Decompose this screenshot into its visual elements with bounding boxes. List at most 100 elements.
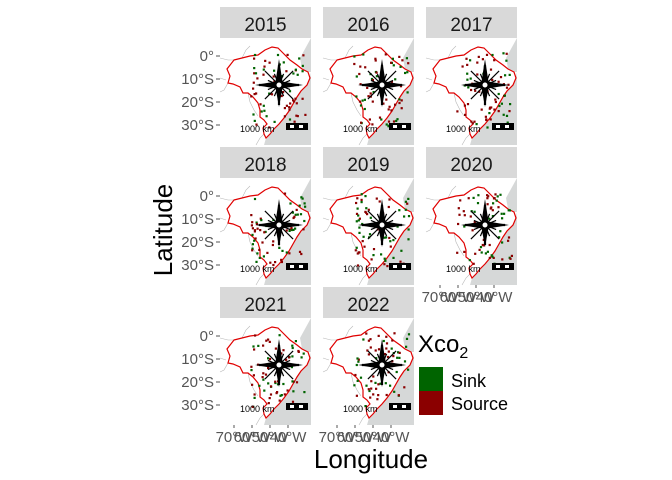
source-pixel (473, 120, 476, 123)
sink-pixel (479, 246, 483, 249)
facet-panel: 2021 1000 km (219, 287, 311, 426)
source-pixel (374, 349, 377, 352)
source-pixel (267, 366, 270, 370)
sink-pixel (496, 195, 499, 198)
source-pixel (272, 263, 275, 267)
sink-pixel (384, 259, 387, 262)
source-pixel (389, 245, 392, 248)
sink-pixel (358, 231, 361, 234)
sink-pixel (501, 217, 504, 220)
source-pixel (371, 100, 374, 103)
xco2-pixels (353, 53, 410, 128)
facet-panel: 2020 1000 km (425, 147, 517, 286)
source-pixel (280, 260, 283, 264)
sink-pixel (294, 213, 297, 216)
country-borders (322, 45, 368, 146)
sink-pixel (395, 370, 398, 374)
sink-pixel (505, 114, 509, 117)
lon-tick-label: 50°W (252, 429, 290, 446)
source-pixel (467, 197, 470, 200)
sink-pixel (394, 78, 397, 81)
source-pixel (378, 200, 381, 203)
sink-pixel (360, 193, 363, 196)
source-pixel (463, 104, 466, 107)
source-pixel (295, 102, 298, 105)
scale-bar-label: 1000 km (343, 264, 378, 274)
source-pixel (372, 248, 376, 251)
source-pixel (293, 215, 296, 218)
sink-pixel (304, 205, 307, 208)
sink-pixel (508, 73, 511, 76)
sink-pixel (276, 53, 280, 57)
source-pixel (374, 57, 377, 60)
source-pixel (505, 86, 509, 89)
sink-pixel (290, 228, 294, 232)
source-pixel (355, 201, 358, 205)
source-pixel (261, 241, 264, 244)
facet-panel: 2019 1000 km (322, 147, 414, 286)
source-pixel (291, 400, 295, 403)
sink-pixel (383, 236, 386, 239)
sink-pixel (288, 229, 291, 232)
facet-panels: 2015 1000 km 2016 1000 km 2017 1000 km 2018 100… (219, 7, 517, 426)
legend-key-sink (419, 367, 443, 391)
source-pixel (487, 195, 490, 198)
sink-pixel (392, 64, 395, 67)
source-pixel (399, 85, 403, 88)
sink-pixel (488, 217, 491, 220)
sink-pixel (503, 94, 506, 97)
facet-strip-label: 2017 (450, 15, 492, 36)
sink-pixel (294, 68, 297, 71)
source-pixel (493, 59, 496, 62)
latitude-tick-labels: 0° 10°S 20°S 30°S 0° 10°S 20°S 30°S 0° 10°S 20°S 30… (181, 48, 220, 414)
source-pixel (494, 100, 497, 104)
x-axis-title: Longitude (314, 444, 428, 474)
source-pixel (292, 216, 295, 220)
source-pixel (269, 385, 273, 388)
sink-pixel (253, 67, 256, 70)
source-pixel (288, 252, 291, 255)
sink-pixel (256, 252, 259, 255)
sink-pixel (502, 113, 505, 116)
sink-pixel (355, 246, 358, 249)
sink-pixel (407, 197, 410, 200)
sink-pixel (282, 61, 285, 64)
source-pixel (289, 102, 292, 105)
map-area: 1000 km (322, 318, 414, 426)
source-pixel (302, 54, 305, 57)
sink-pixel (400, 249, 403, 252)
sink-pixel (291, 344, 294, 347)
lon-tick-label: 60°W (440, 289, 478, 306)
source-pixel (273, 80, 276, 83)
source-pixel (367, 95, 370, 98)
ocean (323, 38, 414, 145)
sink-pixel (498, 236, 501, 239)
source-pixel (399, 260, 402, 263)
lon-tick-label: 40°W (373, 429, 411, 446)
scale-bar (389, 403, 411, 410)
lat-tick-label: 20°S (181, 374, 214, 391)
source-pixel (497, 206, 500, 209)
source-pixel (367, 388, 370, 391)
source-pixel (377, 394, 380, 397)
facet-strip-label: 2019 (347, 155, 389, 176)
facet-strip (220, 7, 311, 38)
source-pixel (251, 383, 254, 386)
facet-panel: 2017 1000 km (425, 7, 517, 146)
source-pixel (491, 78, 494, 81)
country-borders (425, 185, 471, 286)
source-pixel (384, 53, 387, 56)
source-pixel (361, 240, 364, 243)
sink-pixel (502, 52, 505, 55)
map-area: 1000 km (425, 38, 517, 146)
sink-pixel (353, 384, 356, 387)
source-pixel (398, 55, 401, 58)
source-pixel (476, 61, 479, 64)
source-pixel (256, 227, 259, 230)
source-pixel (387, 120, 391, 123)
lon-tick-label: 40°W (476, 289, 514, 306)
source-pixel (466, 63, 469, 66)
source-pixel (378, 116, 382, 119)
source-pixel (386, 355, 390, 359)
facet-panel: 2015 1000 km (219, 7, 311, 146)
